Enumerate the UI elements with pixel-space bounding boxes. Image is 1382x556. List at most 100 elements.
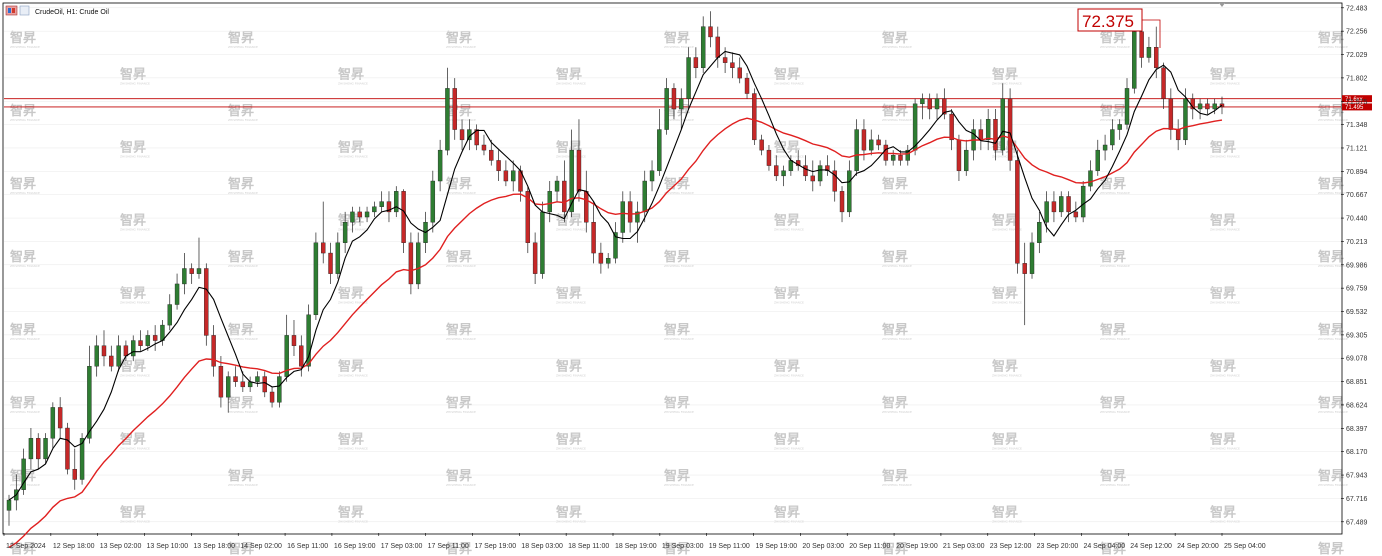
candle-body[interactable]	[226, 376, 231, 398]
candle-body[interactable]	[978, 129, 984, 141]
candle-body[interactable]	[342, 221, 348, 243]
candle-body[interactable]	[1022, 263, 1027, 274]
candle-body[interactable]	[905, 149, 910, 161]
candle-body[interactable]	[664, 88, 669, 130]
candle-body[interactable]	[993, 119, 998, 151]
candle-body[interactable]	[408, 242, 414, 285]
candle-body[interactable]	[218, 366, 224, 398]
candle-body[interactable]	[635, 211, 640, 223]
candle-body[interactable]	[43, 438, 48, 460]
candle-body[interactable]	[1095, 149, 1100, 171]
candle-body[interactable]	[123, 345, 129, 357]
candle-body[interactable]	[1000, 98, 1005, 151]
candle-body[interactable]	[964, 149, 969, 171]
candle-body[interactable]	[985, 119, 991, 141]
candle-body[interactable]	[525, 191, 531, 243]
candle-body[interactable]	[949, 113, 954, 141]
candle-body[interactable]	[394, 191, 399, 213]
candle-body[interactable]	[715, 36, 721, 58]
candle-body[interactable]	[956, 139, 962, 171]
candle-body[interactable]	[6, 499, 12, 511]
candle-body[interactable]	[262, 376, 267, 393]
candle-body[interactable]	[1059, 196, 1064, 213]
candle-body[interactable]	[730, 62, 735, 69]
candle-body[interactable]	[510, 170, 516, 182]
candle-body[interactable]	[167, 304, 172, 326]
candle-body[interactable]	[313, 242, 319, 316]
candle-body[interactable]	[101, 345, 107, 357]
candle-body[interactable]	[138, 340, 143, 346]
triangle-down-icon[interactable]	[1219, 3, 1225, 7]
candle-body[interactable]	[452, 88, 457, 130]
candle-body[interactable]	[912, 103, 918, 151]
candle-body[interactable]	[284, 335, 289, 377]
candle-body[interactable]	[803, 165, 808, 177]
candle-body[interactable]	[21, 458, 26, 490]
candle-body[interactable]	[1132, 31, 1137, 89]
candle-body[interactable]	[584, 191, 589, 223]
candle-body[interactable]	[489, 149, 494, 161]
candle-body[interactable]	[693, 57, 699, 69]
candle-body[interactable]	[1124, 88, 1130, 125]
candle-body[interactable]	[825, 165, 830, 171]
candle-body[interactable]	[876, 139, 881, 146]
candle-body[interactable]	[445, 88, 450, 151]
candle-body[interactable]	[576, 149, 582, 192]
candle-body[interactable]	[1154, 47, 1159, 69]
candle-body[interactable]	[839, 191, 845, 213]
candle-body[interactable]	[898, 155, 903, 161]
candle-body[interactable]	[65, 427, 70, 470]
candle-body[interactable]	[386, 201, 392, 213]
candle-body[interactable]	[1168, 98, 1174, 130]
candle-body[interactable]	[459, 129, 465, 141]
candle-body[interactable]	[437, 149, 443, 182]
candle-body[interactable]	[1088, 170, 1093, 187]
candle-body[interactable]	[277, 376, 282, 403]
candle-body[interactable]	[1117, 124, 1122, 130]
candle-body[interactable]	[679, 98, 684, 110]
candle-body[interactable]	[496, 160, 501, 171]
candle-body[interactable]	[1197, 103, 1203, 110]
candle-body[interactable]	[722, 57, 728, 63]
candle-body[interactable]	[72, 468, 77, 480]
candle-body[interactable]	[934, 98, 940, 110]
candle-body[interactable]	[1037, 221, 1042, 243]
candle-body[interactable]	[642, 180, 647, 213]
candle-body[interactable]	[890, 155, 896, 161]
candle-body[interactable]	[335, 242, 341, 274]
candle-body[interactable]	[598, 252, 604, 264]
candle-body[interactable]	[182, 268, 187, 285]
candle-body[interactable]	[269, 391, 275, 403]
candle-body[interactable]	[759, 139, 764, 151]
chart-window-icon[interactable]	[5, 5, 18, 16]
candle-body[interactable]	[627, 201, 633, 223]
candle-body[interactable]	[562, 180, 567, 213]
candle-body[interactable]	[131, 340, 136, 357]
candle-body[interactable]	[204, 268, 209, 336]
candle-body[interactable]	[591, 221, 596, 254]
candle-body[interactable]	[240, 381, 246, 388]
candle-body[interactable]	[189, 268, 194, 274]
candle-body[interactable]	[372, 206, 377, 213]
candle-body[interactable]	[1015, 160, 1020, 264]
candle-body[interactable]	[1066, 196, 1071, 213]
candle-body[interactable]	[920, 98, 925, 105]
candle-body[interactable]	[1161, 67, 1166, 99]
candle-body[interactable]	[145, 335, 151, 346]
candle-body[interactable]	[1080, 185, 1086, 218]
candle-body[interactable]	[1102, 144, 1108, 151]
candle-body[interactable]	[686, 57, 691, 99]
candle-body[interactable]	[79, 438, 85, 480]
candle-body[interactable]	[766, 149, 772, 166]
candle-body[interactable]	[211, 335, 216, 367]
candle-body[interactable]	[1212, 103, 1217, 110]
candle-body[interactable]	[350, 211, 355, 223]
candle-body[interactable]	[547, 191, 552, 213]
candle-body[interactable]	[817, 165, 823, 182]
candle-body[interactable]	[50, 407, 56, 439]
candle-body[interactable]	[774, 165, 779, 177]
candle-body[interactable]	[854, 129, 859, 171]
candle-body[interactable]	[291, 335, 297, 346]
chart-window-icon-2[interactable]	[19, 5, 30, 16]
